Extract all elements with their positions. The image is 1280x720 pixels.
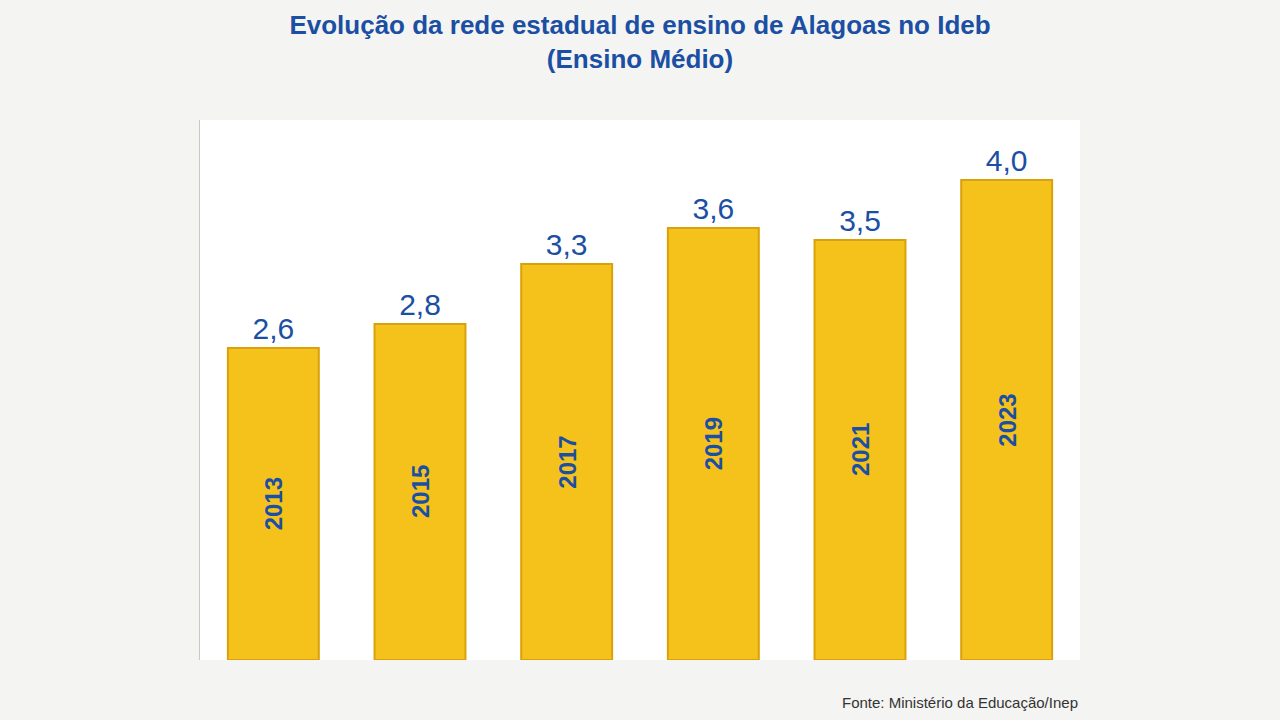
svg-text:2021: 2021 <box>847 423 874 476</box>
svg-text:4,0: 4,0 <box>986 144 1028 177</box>
svg-text:2013: 2013 <box>260 477 287 530</box>
svg-text:Evolução da rede estadual de e: Evolução da rede estadual de ensino de A… <box>289 10 990 74</box>
svg-text:3,3: 3,3 <box>546 228 588 261</box>
svg-text:2,8: 2,8 <box>399 288 441 321</box>
svg-text:3,6: 3,6 <box>692 192 734 225</box>
svg-text:Fonte: Ministério da Educação/: Fonte: Ministério da Educação/Inep <box>842 694 1078 711</box>
svg-text:2,6: 2,6 <box>252 312 294 345</box>
svg-text:3,5: 3,5 <box>839 204 881 237</box>
svg-text:2015: 2015 <box>407 465 434 518</box>
svg-text:2017: 2017 <box>554 435 581 488</box>
svg-text:2023: 2023 <box>994 393 1021 446</box>
svg-text:2019: 2019 <box>700 417 727 470</box>
